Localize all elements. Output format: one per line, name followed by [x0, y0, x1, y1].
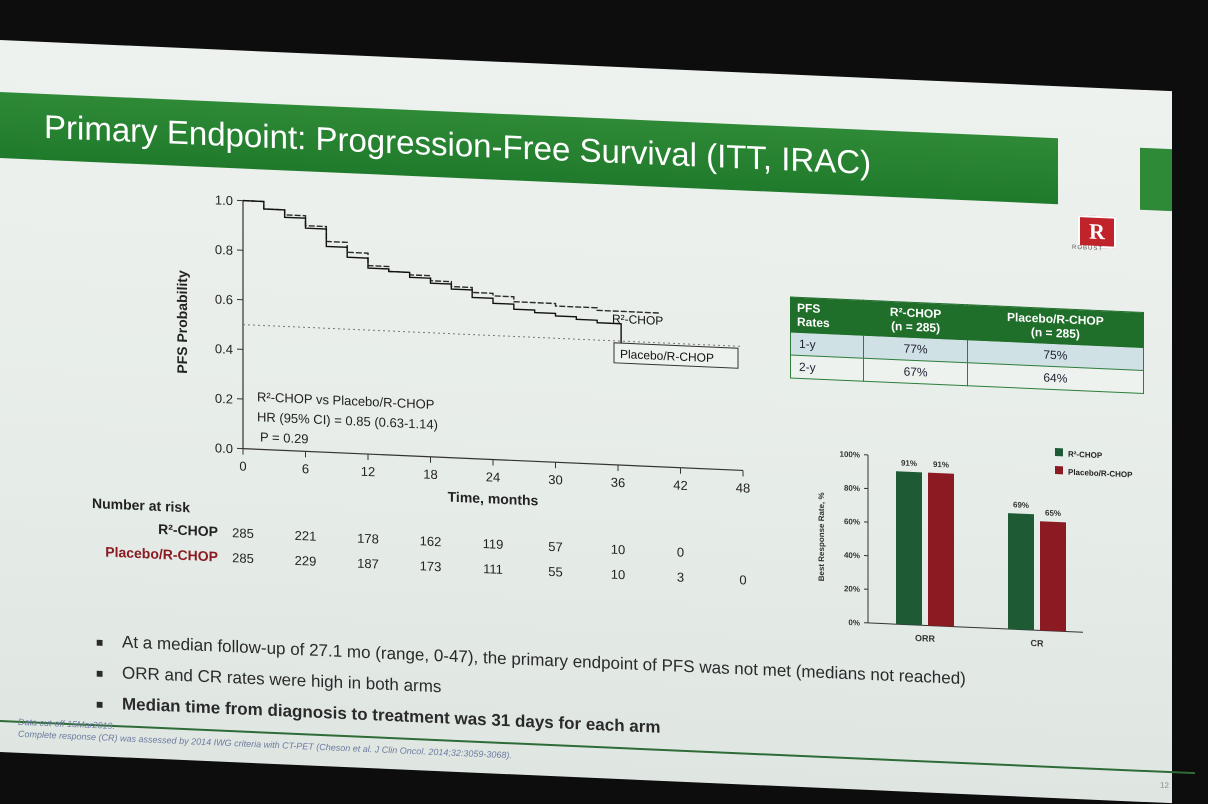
pfs-cell: 67%: [864, 358, 967, 386]
robust-logo: R: [1078, 215, 1116, 249]
bullet-marker: ■: [96, 628, 122, 658]
bar-cr-0: [1008, 513, 1034, 630]
risk-count: 229: [295, 553, 317, 569]
pfs-cell: 2-y: [791, 355, 864, 381]
risk-count: 119: [483, 536, 504, 552]
bar-y-tick-label: 40%: [844, 551, 860, 561]
bullet-marker: ■: [96, 659, 122, 689]
risk-count: 178: [357, 531, 379, 547]
legend-label: R²-CHOP: [1068, 450, 1103, 461]
bar-cr-1: [1040, 521, 1066, 631]
hr-annotation-line: HR (95% CI) = 0.85 (0.63-1.14): [257, 409, 438, 432]
y-tick-label: 0.0: [215, 440, 233, 456]
legend-swatch: [1055, 448, 1063, 456]
risk-count: 221: [295, 528, 317, 544]
x-tick-label: 30: [548, 472, 562, 488]
y-tick-label: 1.0: [215, 192, 233, 208]
x-tick-label: 0: [239, 458, 246, 473]
title-bar-accent: [1140, 148, 1172, 211]
reference-line-0.5: [243, 325, 743, 347]
risk-count: 173: [420, 558, 442, 574]
x-tick-label: 18: [423, 466, 437, 482]
bar-category-label: CR: [1031, 638, 1044, 649]
y-axis-title: PFS Probability: [174, 270, 190, 374]
risk-count: 57: [548, 539, 562, 555]
bar-y-tick-label: 80%: [844, 483, 860, 493]
y-tick-label: 0.6: [215, 292, 233, 308]
risk-count: 0: [739, 572, 746, 587]
pfs-cell: 1-y: [791, 332, 864, 358]
bar-value-label: 91%: [933, 460, 949, 470]
bar-category-label: ORR: [915, 633, 935, 644]
x-tick-label: 48: [736, 480, 750, 496]
logo-subtext: ROBUST: [1072, 245, 1103, 252]
bar-y-tick-label: 60%: [844, 517, 860, 527]
risk-count: 285: [232, 525, 254, 541]
x-tick-label: 6: [302, 461, 309, 476]
slide-background: Primary Endpoint: Progression-Free Survi…: [0, 40, 1172, 803]
bar-y-tick-label: 100%: [840, 450, 860, 460]
bullet-marker: ■: [96, 690, 122, 720]
risk-count: 187: [357, 556, 379, 572]
risk-count: 10: [611, 567, 625, 583]
series-label-r2-chop: R²-CHOP: [612, 312, 663, 328]
risk-count: 162: [420, 533, 442, 549]
risk-row-label: Placebo/R-CHOP: [105, 544, 218, 565]
risk-count: 10: [611, 542, 625, 558]
legend-label: Placebo/R-CHOP: [1068, 468, 1133, 480]
x-tick-label: 24: [486, 469, 500, 485]
risk-table-header: Number at risk: [92, 495, 190, 515]
x-tick-label: 12: [361, 464, 375, 480]
km-curve-r2-chop: [243, 201, 660, 313]
x-tick-label: 42: [673, 477, 687, 493]
bar-y-axis-title: Best Response Rate, %: [817, 492, 826, 581]
y-tick-label: 0.8: [215, 242, 233, 258]
y-tick-label: 0.2: [215, 391, 233, 407]
risk-count: 3: [677, 570, 684, 585]
bar-value-label: 69%: [1013, 500, 1029, 510]
risk-count: 285: [232, 550, 254, 566]
x-tick-label: 36: [611, 475, 625, 491]
hr-annotation-line: P = 0.29: [260, 429, 309, 446]
legend-swatch: [1055, 466, 1063, 474]
page-number: 12: [1160, 781, 1169, 790]
risk-count: 55: [548, 564, 562, 580]
bar-value-label: 65%: [1045, 508, 1061, 518]
response-bar-chart: 0% 20% 40% 60% 80% 100% Best Response Rate, % 9…: [800, 420, 1160, 666]
risk-count: 111: [483, 561, 503, 577]
bar-y-tick-label: 0%: [848, 618, 860, 628]
hr-annotation-line: R²-CHOP vs Placebo/R-CHOP: [257, 389, 434, 412]
y-tick-label: 0.4: [215, 341, 233, 357]
risk-count: 0: [677, 545, 684, 560]
risk-row-label: R²-CHOP: [158, 521, 218, 540]
pfs-header-cell: R²-CHOP(n = 285): [864, 300, 967, 340]
bar-orr-0: [896, 471, 922, 625]
bar-y-tick-label: 20%: [844, 584, 860, 594]
x-axis-title: Time, months: [448, 489, 539, 509]
bar-value-label: 91%: [901, 458, 917, 468]
bar-orr-1: [928, 473, 954, 627]
